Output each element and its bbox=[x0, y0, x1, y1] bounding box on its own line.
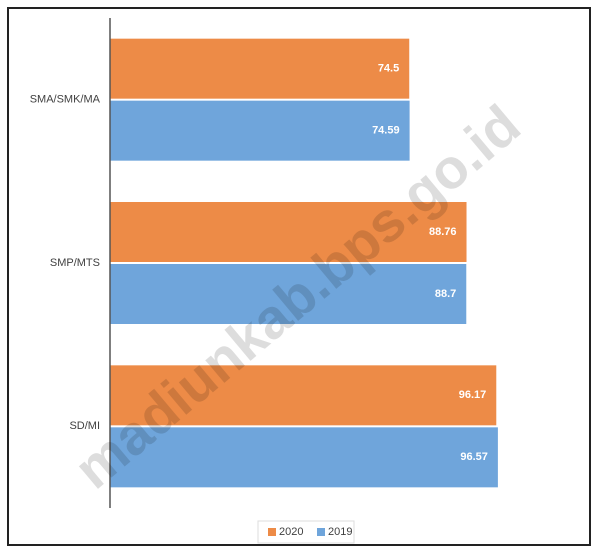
legend-label: 2020 bbox=[279, 526, 303, 538]
bar bbox=[110, 100, 410, 161]
bar bbox=[110, 202, 467, 262]
legend-box bbox=[257, 520, 355, 544]
legend-label: 2019 bbox=[328, 526, 352, 538]
legend-swatch bbox=[317, 528, 325, 536]
y-tick-label: SMP/MTS bbox=[50, 257, 100, 269]
bar bbox=[110, 38, 410, 99]
bar bbox=[110, 427, 498, 488]
legend-swatch bbox=[268, 528, 276, 536]
y-tick-label: SD/MI bbox=[69, 420, 100, 432]
bar bbox=[110, 365, 497, 426]
y-tick-label: SMA/SMK/MA bbox=[30, 94, 101, 106]
data-label: 96.57 bbox=[460, 451, 488, 463]
legend: 2020 2019 bbox=[257, 520, 355, 544]
data-label: 88.7 bbox=[435, 288, 456, 300]
data-label: 74.5 bbox=[378, 63, 399, 75]
bar bbox=[110, 264, 467, 324]
data-label: 74.59 bbox=[372, 125, 400, 137]
data-label: 96.17 bbox=[459, 389, 487, 401]
data-label: 88.76 bbox=[429, 226, 457, 238]
